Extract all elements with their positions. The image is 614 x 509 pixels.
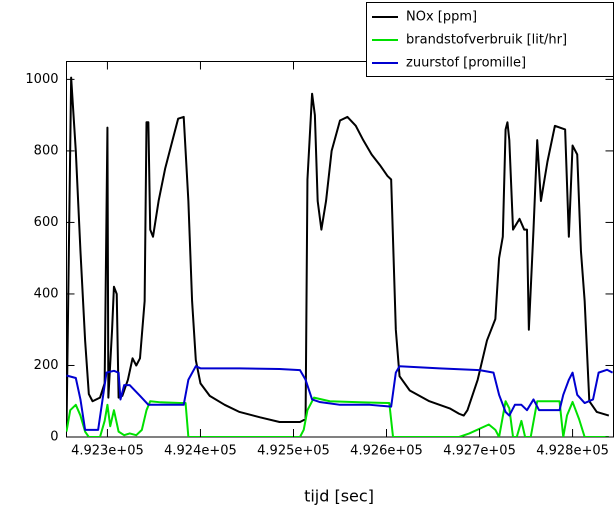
x-tick-label: 4.928e+05 [536,444,609,459]
legend: NOx [ppm] brandstofverbruik [lit/hr] zuurs… [366,2,614,77]
legend-label: brandstofverbruik [lit/hr] [406,33,567,48]
lines [66,76,614,437]
legend-label: zuurstof [promille] [406,56,526,71]
series-line [66,76,610,430]
x-tick-label: 4.926e+05 [350,444,423,459]
y-tick-label: 1000 [25,72,58,87]
y-tick-label: 400 [34,286,59,301]
x-tick-label: 4.924e+05 [164,444,237,459]
legend-label: NOx [ppm] [406,10,477,25]
x-tick-label: 4.927e+05 [443,444,516,459]
x-tick-label: 4.925e+05 [257,444,330,459]
series-line [66,396,609,437]
y-tick-label: 200 [34,358,59,373]
y-tick-label: 600 [34,215,59,230]
x-tick-label: 4.923e+05 [71,444,144,459]
y-tick-label: 800 [34,143,59,158]
y-tick-label: 0 [50,430,58,445]
series-line [66,365,614,431]
legend-box [366,2,614,77]
axes: 0 200 400 600 800 1000 4.923e+05 4.924e+05 4.925… [25,61,614,459]
x-axis-label: tijd [sec] [304,487,374,506]
plot-frame [66,61,614,438]
